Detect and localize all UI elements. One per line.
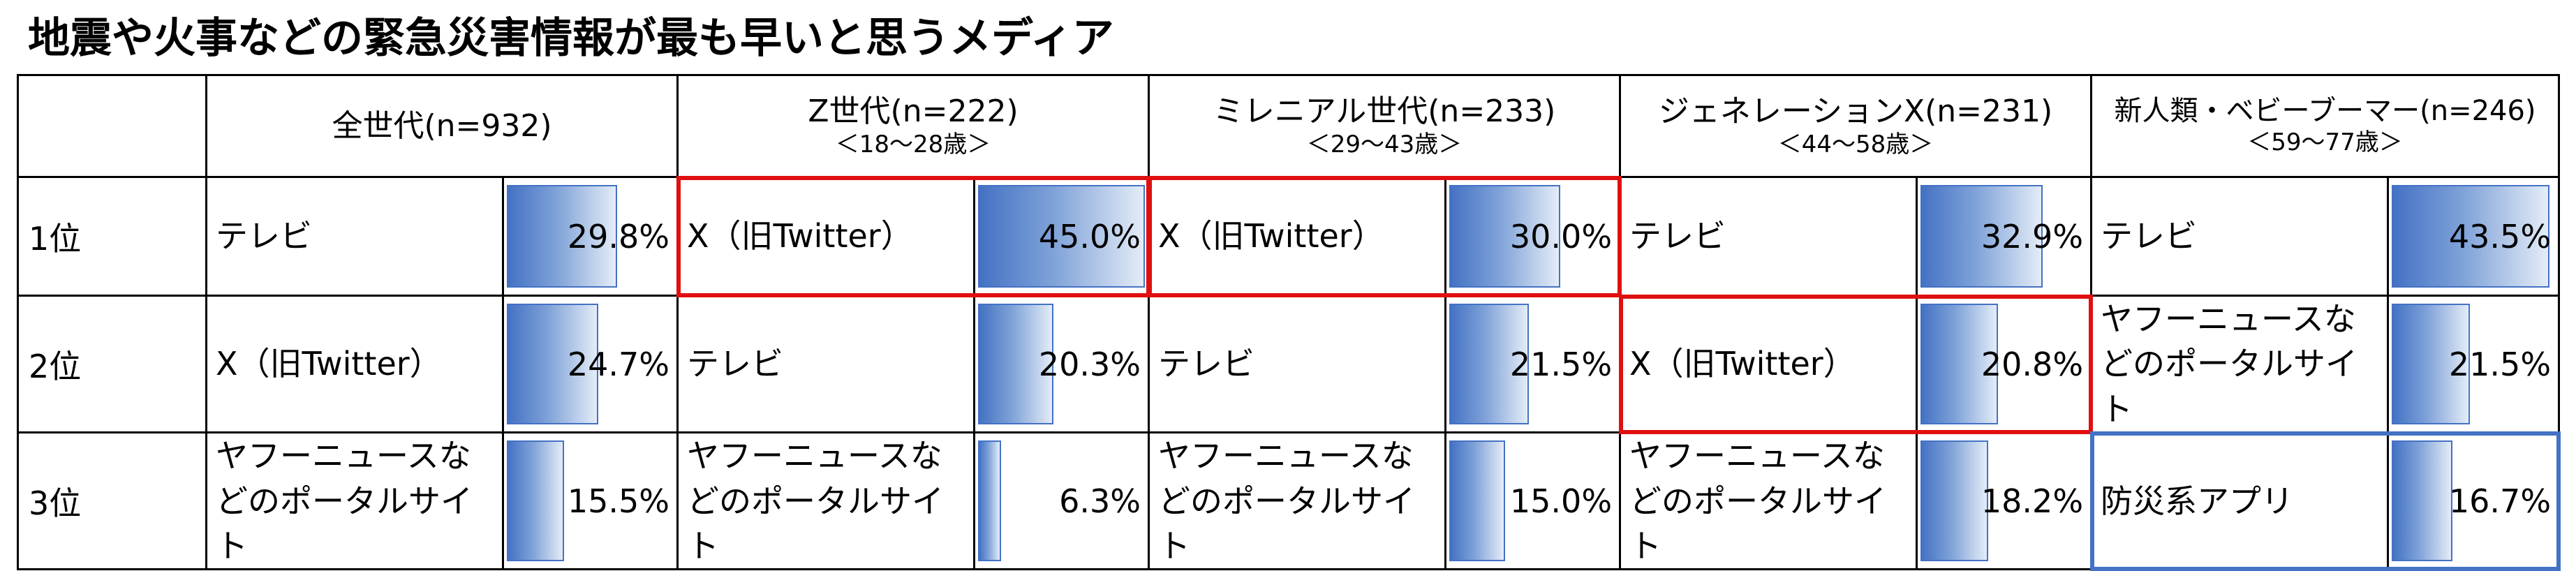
- pct-cell: 20.3%: [973, 294, 1150, 434]
- value-label: 24.7%: [567, 345, 670, 383]
- group-header: 新人類・ベビーブーマー(n=246) ＜59～77歳＞: [2090, 74, 2561, 178]
- bar: [1449, 185, 1561, 288]
- pct-cell: 45.0%: [973, 176, 1150, 297]
- value-label: 32.9%: [1981, 217, 2084, 255]
- value-label: 45.0%: [1038, 217, 1141, 255]
- bar: [978, 440, 1002, 562]
- media-cell: X（旧Twitter）: [1619, 294, 1918, 434]
- value-label: 30.0%: [1509, 217, 1613, 255]
- bar: [1449, 304, 1530, 425]
- bar: [507, 185, 618, 288]
- bar: [978, 185, 1146, 288]
- media-cell: ヤフーニュースなどのポータルサイト: [205, 431, 504, 571]
- pct-cell: 43.5%: [2387, 176, 2561, 297]
- pct-cell: 32.9%: [1916, 176, 2093, 297]
- header-row: 全世代(n=932) Z世代(n=222) ＜18～28歳＞ ミレニアル世代(n=…: [17, 74, 2561, 178]
- bar: [1920, 185, 2043, 288]
- pct-cell: 15.0%: [1444, 431, 1622, 571]
- pct-cell: 6.3%: [973, 431, 1150, 571]
- pct-cell: 21.5%: [2387, 294, 2561, 434]
- pct-cell: 18.2%: [1916, 431, 2093, 571]
- pct-cell: 20.8%: [1916, 294, 2093, 434]
- rank-label: 2位: [17, 294, 207, 434]
- rank-row-3: 3位 ヤフーニュースなどのポータルサイト 15.5% ヤフーニュースなどのポータ…: [17, 431, 2561, 571]
- pct-cell: 16.7%: [2387, 431, 2561, 571]
- value-label: 18.2%: [1981, 482, 2084, 520]
- media-cell: ヤフーニュースなどのポータルサイト: [676, 431, 976, 571]
- pct-cell: 21.5%: [1444, 294, 1622, 434]
- rank-label: 3位: [17, 431, 207, 571]
- media-cell: テレビ: [1148, 294, 1447, 434]
- bar: [2392, 440, 2452, 562]
- value-label: 21.5%: [2448, 345, 2552, 383]
- pct-cell: 15.5%: [501, 431, 679, 571]
- pct-cell: 29.8%: [501, 176, 679, 297]
- group-header: ジェネレーションX(n=231) ＜44～58歳＞: [1619, 74, 2093, 178]
- value-label: 21.5%: [1509, 345, 1613, 383]
- value-label: 29.8%: [567, 217, 670, 255]
- bar: [1920, 440, 1988, 562]
- media-cell: テレビ: [1619, 176, 1918, 297]
- rank-label: 1位: [17, 176, 207, 297]
- value-label: 15.5%: [567, 482, 670, 520]
- bar: [1449, 440, 1505, 562]
- group-header: 全世代(n=932): [205, 74, 679, 178]
- bar: [2392, 304, 2470, 425]
- chart-title: 地震や火事などの緊急災害情報が最も早いと思うメディア: [28, 14, 1114, 63]
- corner-cell: [17, 74, 207, 178]
- pct-cell: 30.0%: [1444, 176, 1622, 297]
- media-cell: テレビ: [205, 176, 504, 297]
- media-cell: X（旧Twitter）: [205, 294, 504, 434]
- rank-row-1: 1位 テレビ 29.8% X（旧Twitter） 45.0% X（旧Twitte…: [17, 176, 2561, 297]
- group-header: ミレニアル世代(n=233) ＜29～43歳＞: [1148, 74, 1622, 178]
- media-cell: ヤフーニュースなどのポータルサイト: [2090, 294, 2390, 434]
- bar: [1920, 304, 1998, 425]
- media-cell: X（旧Twitter）: [676, 176, 976, 297]
- group-header: Z世代(n=222) ＜18～28歳＞: [676, 74, 1150, 178]
- media-cell: ヤフーニュースなどのポータルサイト: [1619, 431, 1918, 571]
- bar: [978, 304, 1053, 425]
- media-cell: 防災系アプリ: [2090, 431, 2390, 571]
- value-label: 15.0%: [1509, 482, 1613, 520]
- value-label: 20.3%: [1038, 345, 1141, 383]
- media-cell: テレビ: [676, 294, 976, 434]
- pct-cell: 24.7%: [501, 294, 679, 434]
- ranking-table: 全世代(n=932) Z世代(n=222) ＜18～28歳＞ ミレニアル世代(n=…: [17, 74, 2561, 571]
- value-label: 20.8%: [1981, 345, 2084, 383]
- media-cell: テレビ: [2090, 176, 2390, 297]
- bar: [507, 304, 599, 425]
- value-label: 16.7%: [2448, 482, 2552, 520]
- bar: [2392, 185, 2550, 288]
- bar: [507, 440, 565, 562]
- media-cell: X（旧Twitter）: [1148, 176, 1447, 297]
- value-label: 6.3%: [1059, 482, 1141, 520]
- media-cell: ヤフーニュースなどのポータルサイト: [1148, 431, 1447, 571]
- rank-row-2: 2位 X（旧Twitter） 24.7% テレビ 20.3% テレビ 21.5%…: [17, 294, 2561, 434]
- value-label: 43.5%: [2448, 217, 2552, 255]
